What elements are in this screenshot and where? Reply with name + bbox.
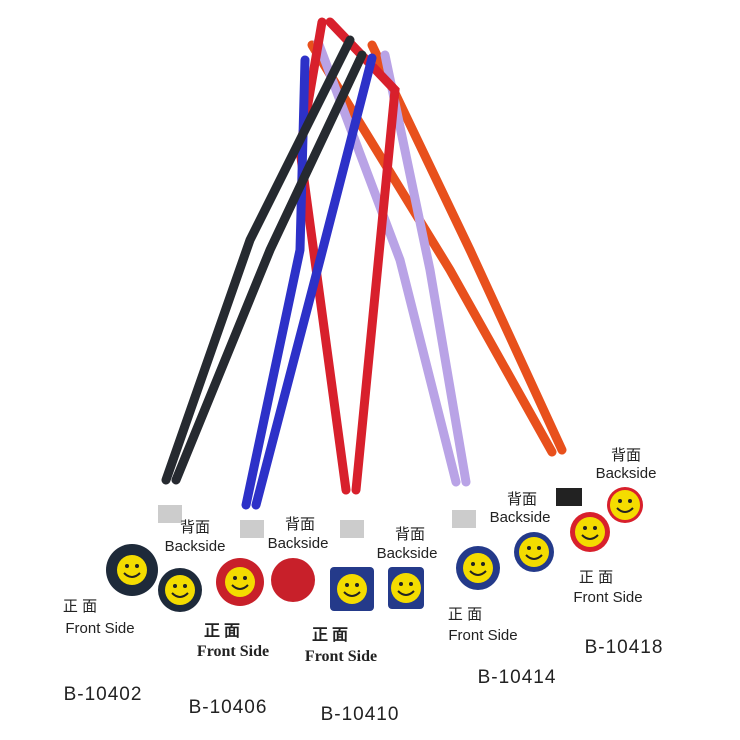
- smiley-face: [116, 554, 148, 586]
- smiley-face: [164, 574, 196, 606]
- clip: [340, 520, 364, 538]
- clip: [452, 510, 476, 528]
- front-zh: 正 面: [204, 622, 240, 640]
- back-en: Backside: [490, 509, 551, 526]
- back-zh: 背面: [180, 519, 210, 536]
- product-code: B-10402: [64, 684, 143, 705]
- smiley-face: [518, 536, 550, 568]
- smiley-face: [574, 516, 606, 548]
- back-zh: 背面: [285, 516, 315, 533]
- smiley-face: [462, 552, 494, 584]
- back-zh: 背面: [395, 526, 425, 543]
- back-en: Backside: [377, 545, 438, 562]
- front-en: Front Side: [305, 648, 377, 665]
- front-en: Front Side: [573, 589, 642, 606]
- product-code: B-10418: [585, 637, 664, 658]
- front-zh: 正 面: [312, 626, 348, 644]
- product-code: B-10410: [321, 704, 400, 725]
- front-en: Front Side: [197, 643, 269, 660]
- smiley-face: [609, 489, 641, 521]
- labels: 背面 Backside 背面 Backside 背面 Backside 背面 B…: [63, 447, 664, 725]
- lanyards: [161, 17, 567, 510]
- smiley-face: [224, 566, 256, 598]
- reel: [271, 558, 315, 602]
- clip: [158, 505, 182, 523]
- clip: [240, 520, 264, 538]
- back-en: Backside: [268, 535, 329, 552]
- smiley-face: [336, 573, 368, 605]
- black-lanyard: [171, 50, 367, 485]
- badge-reels: [106, 487, 643, 612]
- product-code: B-10414: [478, 667, 557, 688]
- lilac-lanyard: [380, 50, 471, 487]
- back-zh: 背面: [507, 491, 537, 508]
- clip: [556, 488, 582, 506]
- front-zh: 正 面: [63, 598, 97, 615]
- black-lanyard: [161, 35, 355, 485]
- blue-lanyard: [251, 53, 377, 510]
- back-en: Backside: [596, 465, 657, 482]
- front-zh: 正 面: [448, 606, 482, 623]
- back-zh: 背面: [611, 447, 641, 464]
- orange-lanyard: [367, 40, 567, 455]
- front-zh: 正 面: [579, 569, 613, 586]
- front-en: Front Side: [448, 627, 517, 644]
- front-en: Front Side: [65, 620, 134, 637]
- lilac-lanyard: [313, 37, 461, 487]
- smiley-face: [390, 572, 422, 604]
- product-code: B-10406: [189, 697, 268, 718]
- back-en: Backside: [165, 538, 226, 555]
